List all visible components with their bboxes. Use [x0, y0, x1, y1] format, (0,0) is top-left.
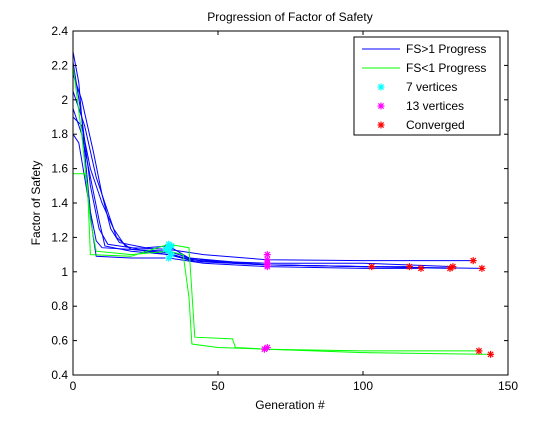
y-tick-label: 1: [61, 265, 68, 279]
legend-swatch-seven-vertices: [377, 83, 385, 91]
fs-above-1-line-6: [72, 133, 421, 269]
legend-label-fs-above-1: FS>1 Progress: [406, 42, 486, 56]
y-tick-label: 0.6: [51, 334, 68, 348]
plot-frame: [72, 30, 509, 376]
legend: FS>1 Progress FS<1 Progress 7 vertices 13 v…: [353, 36, 501, 136]
legend-swatch-converged: [377, 121, 385, 129]
y-tick-label: 0.8: [51, 299, 68, 313]
converged-marker-1: [405, 263, 413, 271]
y-tick-label: 2: [61, 93, 68, 107]
fs-above-1-line-5: [72, 116, 372, 268]
seven-vertices-marker-6: [165, 254, 173, 262]
y-tick-label: 1.4: [51, 196, 68, 210]
y-tick-label: 1.6: [51, 162, 68, 176]
thirteen-vertices-marker-4: [263, 263, 271, 271]
series-layer: [72, 51, 491, 355]
thirteen-vertices-marker-6: [260, 345, 268, 353]
y-tick-label: 1.8: [51, 127, 68, 141]
chart-title: Progression of Factor of Safety: [207, 10, 372, 24]
y-tick-label: 1.2: [51, 230, 68, 244]
converged-marker-2: [417, 264, 425, 272]
y-tick-label: 2.4: [51, 24, 68, 38]
x-axis-label: Generation #: [255, 398, 325, 412]
converged-marker-0: [368, 263, 376, 271]
legend-label-converged: Converged: [406, 118, 465, 132]
legend-label-seven-vertices: 7 vertices: [406, 80, 457, 94]
converged-marker-4: [449, 263, 457, 271]
x-tick-label: 150: [498, 379, 518, 393]
legend-label-fs-below-1: FS<1 Progress: [406, 61, 486, 75]
x-tick-label: 50: [211, 379, 225, 393]
legend-label-thirteen-vertices: 13 vertices: [406, 99, 464, 113]
converged-marker-5: [469, 257, 477, 265]
seven-vertices-marker-4: [162, 245, 170, 253]
y-tick-label: 0.4: [51, 368, 68, 382]
x-tick-label: 0: [70, 379, 77, 393]
converged-marker-6: [478, 264, 486, 272]
legend-swatch-thirteen-vertices: [377, 102, 385, 110]
legend-box: [353, 36, 501, 136]
y-tick-label: 2.2: [51, 58, 68, 72]
x-tick-label: 100: [353, 379, 373, 393]
seven-vertices-marker-5: [168, 242, 176, 250]
y-axis-label: Factor of Safety: [29, 161, 43, 246]
converged-marker-8: [487, 350, 495, 358]
converged-marker-7: [475, 347, 483, 355]
marker-layer: [162, 240, 495, 358]
